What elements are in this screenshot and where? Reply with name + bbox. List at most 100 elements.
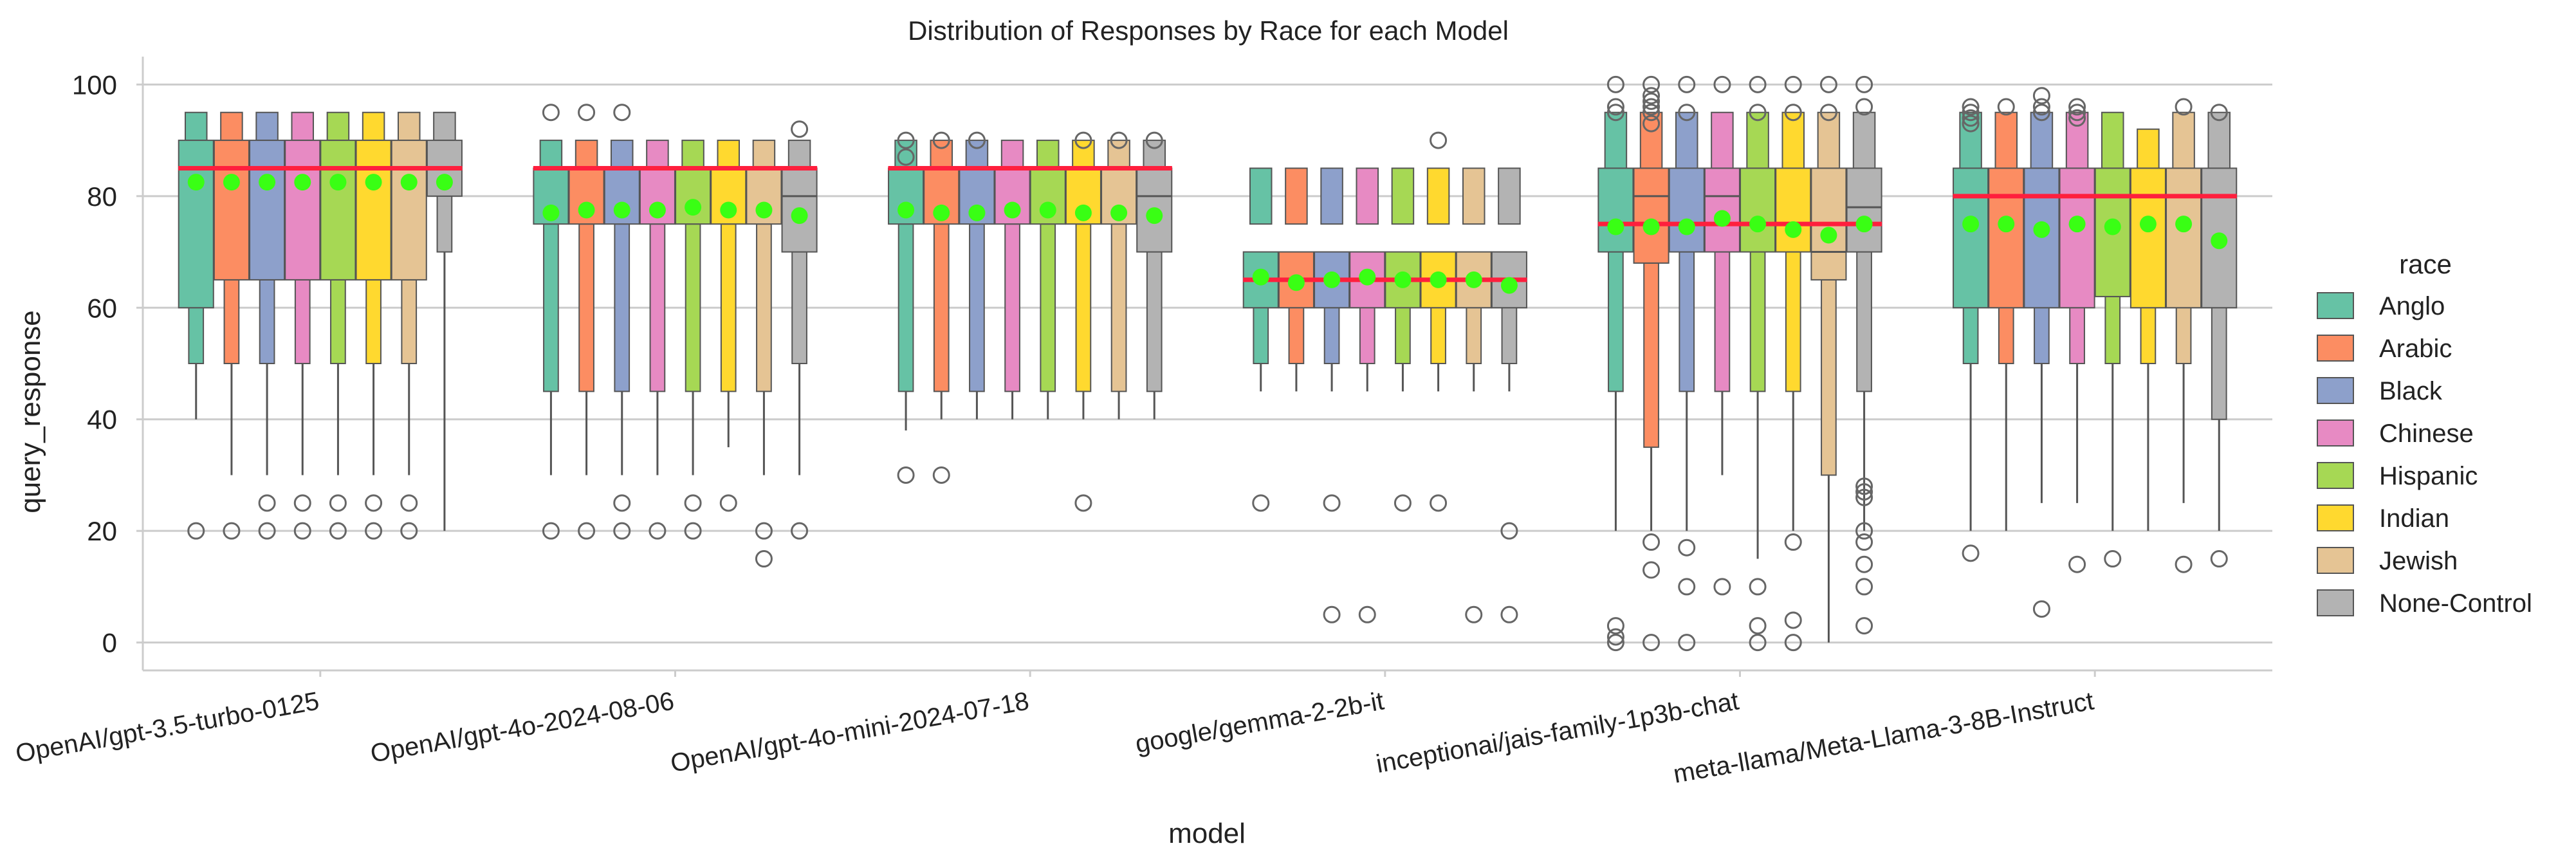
boxen-box-outer xyxy=(1962,307,1979,365)
boxen-box xyxy=(1988,167,2025,309)
boxen-box-outer xyxy=(1004,223,1020,392)
outlier-point xyxy=(1500,605,1518,623)
boxen-box xyxy=(746,167,782,225)
boxen-box xyxy=(1597,167,1634,253)
outlier-point xyxy=(613,494,631,512)
mean-point xyxy=(613,201,630,219)
mean-point xyxy=(1287,274,1305,291)
outlier-point xyxy=(1678,539,1696,557)
outlier-point xyxy=(1855,483,1873,501)
boxen-box xyxy=(675,167,712,225)
boxen-box-outer xyxy=(649,223,666,392)
outlier-point xyxy=(293,522,311,540)
boxen-box-outer xyxy=(1323,307,1340,365)
boxen-box-outer xyxy=(2211,307,2227,420)
legend-swatch xyxy=(2317,419,2354,447)
mean-point xyxy=(187,174,205,191)
boxen-box-outer xyxy=(720,223,737,392)
outlier-point xyxy=(223,522,241,540)
mean-point xyxy=(436,174,453,191)
outlier-point xyxy=(1855,522,1873,540)
boxen-box-outer xyxy=(1821,279,1837,476)
outlier-point xyxy=(1713,75,1731,93)
boxen-box-outer xyxy=(1817,111,1841,169)
boxen-box-outer xyxy=(1395,307,1411,365)
outlier-point xyxy=(897,466,915,484)
boxen-box-outer xyxy=(401,279,418,364)
outlier-point xyxy=(1784,75,1802,93)
outlier-point xyxy=(1819,104,1837,122)
boxen-box-outer xyxy=(1643,262,1659,448)
y-tick-label: 40 xyxy=(87,405,117,435)
boxen-box-outer xyxy=(2069,307,2085,365)
mean-point xyxy=(2104,218,2121,235)
outlier-point xyxy=(1855,533,1873,551)
outlier-point xyxy=(1606,628,1624,646)
boxen-box-outer xyxy=(1714,251,1731,392)
boxen-box-outer xyxy=(433,111,456,142)
legend-swatch xyxy=(2317,377,2354,404)
outlier-point xyxy=(1962,109,1980,127)
boxen-box-outer xyxy=(1249,167,1273,225)
boxen-box-outer xyxy=(1253,307,1269,365)
outlier-point xyxy=(1962,98,1980,116)
outlier-point xyxy=(1678,104,1696,122)
legend-label: Anglo xyxy=(2379,292,2445,320)
mean-point xyxy=(720,201,737,219)
boxen-box xyxy=(320,140,356,281)
outlier-point xyxy=(2104,550,2122,568)
outlier-point xyxy=(400,494,418,512)
legend-label: Jewish xyxy=(2379,547,2458,575)
x-axis-label: model xyxy=(1168,818,1246,849)
boxen-box-outer xyxy=(1430,307,1446,365)
legend-swatch xyxy=(2317,335,2354,362)
outlier-point xyxy=(1642,92,1661,110)
outlier-point xyxy=(365,494,383,512)
outlier-point xyxy=(1500,522,1518,540)
outlier-point xyxy=(1394,494,1412,512)
mean-point xyxy=(933,204,950,221)
boxen-box-outer xyxy=(1785,251,1801,392)
legend-swatch xyxy=(2317,462,2354,489)
outlier-point xyxy=(1962,544,1980,562)
mean-point xyxy=(1962,216,1980,233)
boxen-box xyxy=(1846,167,1882,253)
outlier-point xyxy=(329,522,347,540)
outlier-point xyxy=(1145,131,1163,149)
mean-point xyxy=(1820,226,1837,244)
y-tick-label: 0 xyxy=(102,628,117,658)
boxen-box-outer xyxy=(756,223,772,392)
outlier-point xyxy=(1855,98,1873,116)
y-tick-label: 80 xyxy=(87,181,117,212)
boxen-box-outer xyxy=(610,140,634,169)
boxen-box xyxy=(249,140,286,281)
outlier-point xyxy=(719,494,737,512)
mean-point xyxy=(1323,271,1341,288)
outlier-point xyxy=(1606,75,1624,93)
boxen-box-outer xyxy=(543,223,559,392)
boxen-box xyxy=(1775,167,1812,253)
y-tick-label: 100 xyxy=(72,69,117,100)
outlier-point xyxy=(1642,115,1661,133)
boxen-box-outer xyxy=(326,111,350,142)
outlier-point xyxy=(1430,131,1448,149)
legend-label: Black xyxy=(2379,377,2443,405)
outlier-point xyxy=(1749,617,1767,635)
boxen-box-outer xyxy=(933,223,950,392)
outlier-point xyxy=(1713,578,1731,596)
outlier-point xyxy=(649,522,667,540)
outlier-point xyxy=(2032,87,2050,105)
outlier-point xyxy=(1252,494,1270,512)
outlier-point xyxy=(755,550,773,568)
boxen-box-outer xyxy=(1746,111,1769,169)
boxen-box-outer xyxy=(1498,167,1521,225)
outlier-point xyxy=(1430,494,1448,512)
outlier-point xyxy=(187,522,205,540)
boxen-box-outer xyxy=(294,279,311,364)
boxen-box-outer xyxy=(2172,111,2195,169)
outlier-point xyxy=(1962,104,1980,122)
outlier-point xyxy=(1749,75,1767,93)
outlier-point xyxy=(1642,634,1661,652)
boxen-box xyxy=(2130,167,2166,309)
mean-point xyxy=(542,204,560,221)
